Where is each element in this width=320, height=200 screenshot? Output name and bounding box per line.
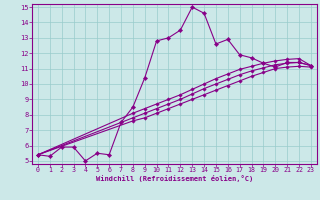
- X-axis label: Windchill (Refroidissement éolien,°C): Windchill (Refroidissement éolien,°C): [96, 175, 253, 182]
